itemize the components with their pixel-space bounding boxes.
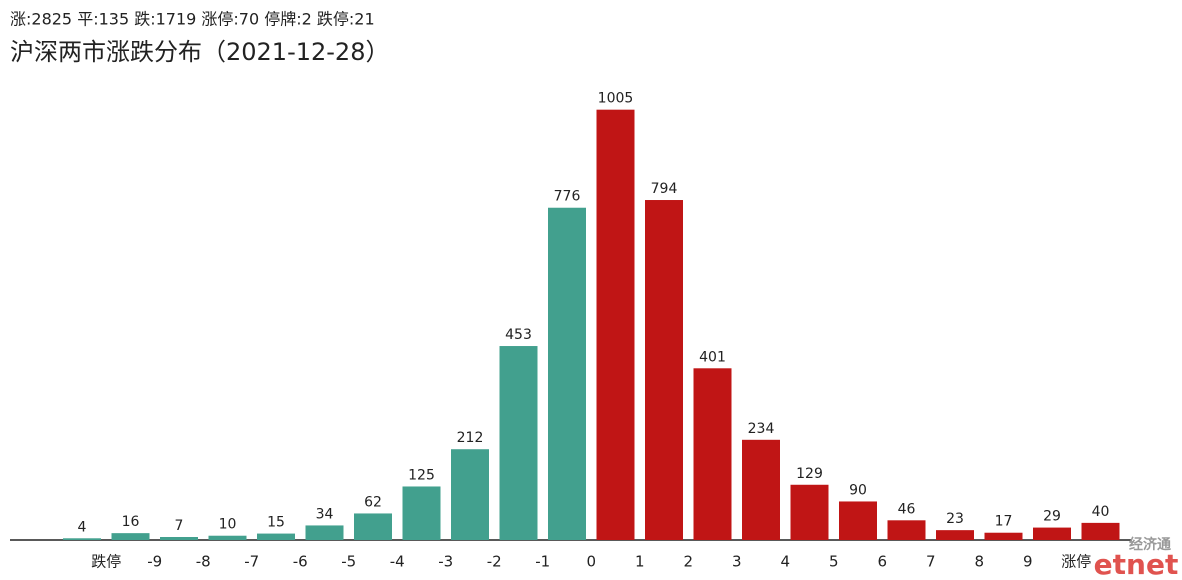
bar bbox=[111, 533, 150, 540]
bar bbox=[548, 207, 586, 541]
x-tick-label: -1 bbox=[535, 553, 550, 571]
x-tick-label: -9 bbox=[147, 553, 162, 571]
x-tick-label: 3 bbox=[732, 553, 742, 571]
x-tick-label: 0 bbox=[586, 553, 596, 571]
value-label: 4 bbox=[78, 519, 87, 535]
bar bbox=[693, 368, 732, 540]
bar bbox=[63, 538, 101, 540]
value-label: 212 bbox=[457, 430, 484, 446]
value-label: 10 bbox=[219, 517, 237, 533]
bar bbox=[451, 449, 489, 540]
value-label: 1005 bbox=[598, 91, 634, 107]
value-label: 776 bbox=[554, 189, 581, 205]
value-label: 453 bbox=[505, 327, 532, 343]
bar bbox=[208, 535, 247, 540]
value-label: 46 bbox=[898, 501, 916, 517]
x-tick-label: -8 bbox=[196, 553, 211, 571]
x-tick-label: 2 bbox=[683, 553, 693, 571]
value-label: 16 bbox=[122, 514, 140, 530]
value-label: 401 bbox=[699, 349, 726, 365]
x-tick-label: -6 bbox=[293, 553, 308, 571]
x-tick-label: -7 bbox=[244, 553, 259, 571]
bar bbox=[645, 200, 683, 541]
x-tick-label: 跌停 bbox=[91, 553, 121, 571]
x-tick-label: -5 bbox=[341, 553, 356, 571]
x-tick-label: -2 bbox=[487, 553, 502, 571]
bar bbox=[402, 486, 441, 540]
value-label: 29 bbox=[1043, 509, 1061, 525]
bar bbox=[305, 525, 344, 540]
value-label: 234 bbox=[748, 421, 775, 437]
value-label: 129 bbox=[796, 466, 823, 482]
x-tick-label: 1 bbox=[635, 553, 645, 571]
bar bbox=[887, 520, 926, 540]
bar bbox=[499, 346, 538, 540]
value-label: 7 bbox=[175, 518, 184, 534]
x-tick-label: 涨停 bbox=[1061, 553, 1091, 571]
chart-subtitle: 涨:2825 平:135 跌:1719 涨停:70 停牌:2 跌停:21 bbox=[10, 10, 375, 29]
bar bbox=[1081, 522, 1120, 540]
x-tick-label: 4 bbox=[780, 553, 790, 571]
chart-title: 沪深两市涨跌分布（2021-12-28） bbox=[10, 38, 389, 66]
bar bbox=[160, 537, 198, 540]
value-label: 17 bbox=[995, 514, 1013, 530]
value-label: 40 bbox=[1092, 504, 1110, 520]
x-tick-label: 5 bbox=[829, 553, 839, 571]
value-label: 90 bbox=[849, 482, 867, 498]
value-label: 794 bbox=[651, 181, 678, 197]
x-tick-label: 8 bbox=[974, 553, 984, 571]
logo-cn: 经济通 bbox=[1129, 536, 1171, 553]
bar bbox=[790, 484, 829, 540]
x-tick-label: 6 bbox=[877, 553, 887, 571]
bar bbox=[1033, 527, 1071, 540]
x-tick-label: -3 bbox=[438, 553, 453, 571]
bar bbox=[984, 532, 1023, 540]
logo-en: etnet bbox=[1094, 548, 1179, 580]
bar bbox=[839, 501, 877, 540]
value-label: 34 bbox=[316, 506, 334, 522]
x-tick-label: -4 bbox=[390, 553, 405, 571]
value-label: 15 bbox=[267, 515, 285, 531]
value-label: 23 bbox=[946, 511, 964, 527]
x-tick-label: 7 bbox=[926, 553, 936, 571]
value-label: 125 bbox=[408, 467, 435, 483]
value-label: 62 bbox=[364, 494, 382, 510]
bar bbox=[936, 530, 974, 540]
x-tick-label: 9 bbox=[1023, 553, 1033, 571]
bar bbox=[596, 109, 635, 540]
bar bbox=[742, 439, 780, 540]
bar bbox=[257, 533, 295, 540]
bar bbox=[354, 513, 392, 540]
